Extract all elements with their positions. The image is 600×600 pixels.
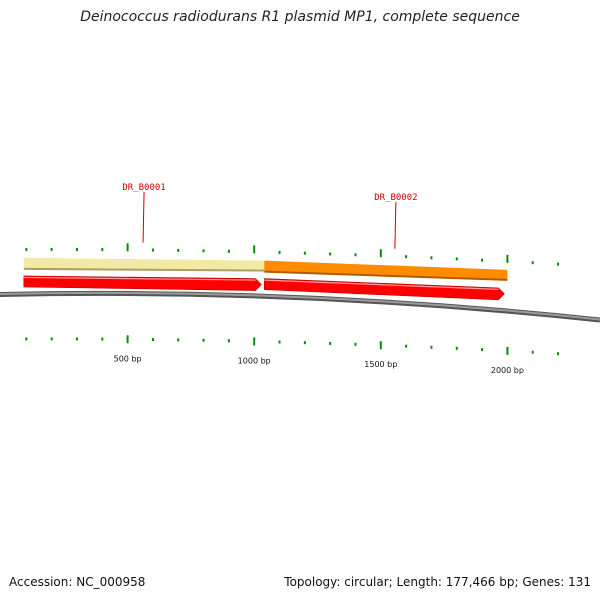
tick-mark [177, 248, 180, 252]
topology-text: Topology: circular; Length: 177,466 bp; … [284, 575, 591, 589]
tick-mark [481, 258, 484, 262]
tick-mark [126, 243, 129, 252]
tick-mark [101, 248, 104, 252]
gene-arrow [264, 278, 505, 301]
tick-mark [25, 247, 28, 251]
scale-label: 500 bp [114, 354, 142, 363]
gene-band [23, 257, 265, 271]
tick-mark [177, 338, 180, 342]
tick-mark [506, 346, 509, 355]
tick-mark [101, 337, 104, 341]
tick-mark [405, 344, 408, 348]
tick-mark [557, 352, 560, 356]
tick-mark [151, 248, 154, 252]
gene-label: DR_B0001 [122, 183, 165, 193]
tick-row-bottom [25, 335, 560, 356]
map-title: Deinococcus radiodurans R1 plasmid MP1, … [80, 9, 520, 25]
tick-mark [506, 254, 509, 263]
tick-mark [354, 342, 357, 346]
tick-mark [50, 247, 53, 251]
gene-band-edge [264, 270, 508, 281]
tick-mark [253, 337, 256, 346]
tick-mark [151, 338, 154, 342]
gene-label: DR_B0002 [374, 193, 417, 203]
gene-band [264, 260, 508, 280]
tick-mark [354, 253, 357, 257]
scale-label: 1500 bp [364, 360, 397, 369]
tick-mark [455, 257, 458, 261]
tick-mark [455, 346, 458, 350]
tick-mark [75, 247, 78, 251]
tick-mark [379, 341, 382, 350]
scale-label: 2000 bp [491, 366, 524, 375]
tick-mark [278, 340, 281, 344]
tick-mark [557, 262, 560, 266]
tick-mark [25, 337, 28, 341]
tick-mark [405, 255, 408, 259]
tick-mark [278, 250, 281, 254]
tick-mark [379, 249, 382, 258]
tick-mark [531, 261, 534, 265]
gene-arrows [23, 275, 505, 301]
gene-bands [23, 257, 508, 281]
tick-mark [227, 249, 230, 253]
tick-mark [303, 341, 306, 345]
tick-mark [75, 337, 78, 341]
tick-mark [303, 251, 306, 255]
tick-mark [481, 348, 484, 352]
scale-label: 1000 bp [238, 356, 271, 365]
gene-labels: DR_B0001 DR_B0002 [122, 183, 418, 249]
gene-band-edge [23, 267, 265, 272]
tick-mark [430, 256, 433, 260]
scale-labels: 500 bp 1000 bp 1500 bp 2000 bp [114, 354, 524, 375]
tick-row-top [25, 243, 560, 266]
tick-mark [202, 249, 205, 253]
tick-mark [202, 338, 205, 342]
gene-label-leader [142, 191, 145, 243]
tick-mark [329, 341, 332, 345]
accession-text: Accession: NC_000958 [9, 575, 146, 589]
gene-label-leader [394, 201, 397, 249]
tick-mark [126, 335, 129, 344]
tick-mark [253, 245, 256, 254]
tick-mark [430, 345, 433, 349]
tick-mark [50, 337, 53, 341]
tick-mark [329, 252, 332, 256]
gene-arrow-shine [264, 279, 499, 290]
gene-arrow-shine [23, 276, 256, 281]
plasmid-backbone-highlight [0, 291, 600, 321]
tick-mark [227, 339, 230, 343]
tick-mark [531, 350, 534, 354]
